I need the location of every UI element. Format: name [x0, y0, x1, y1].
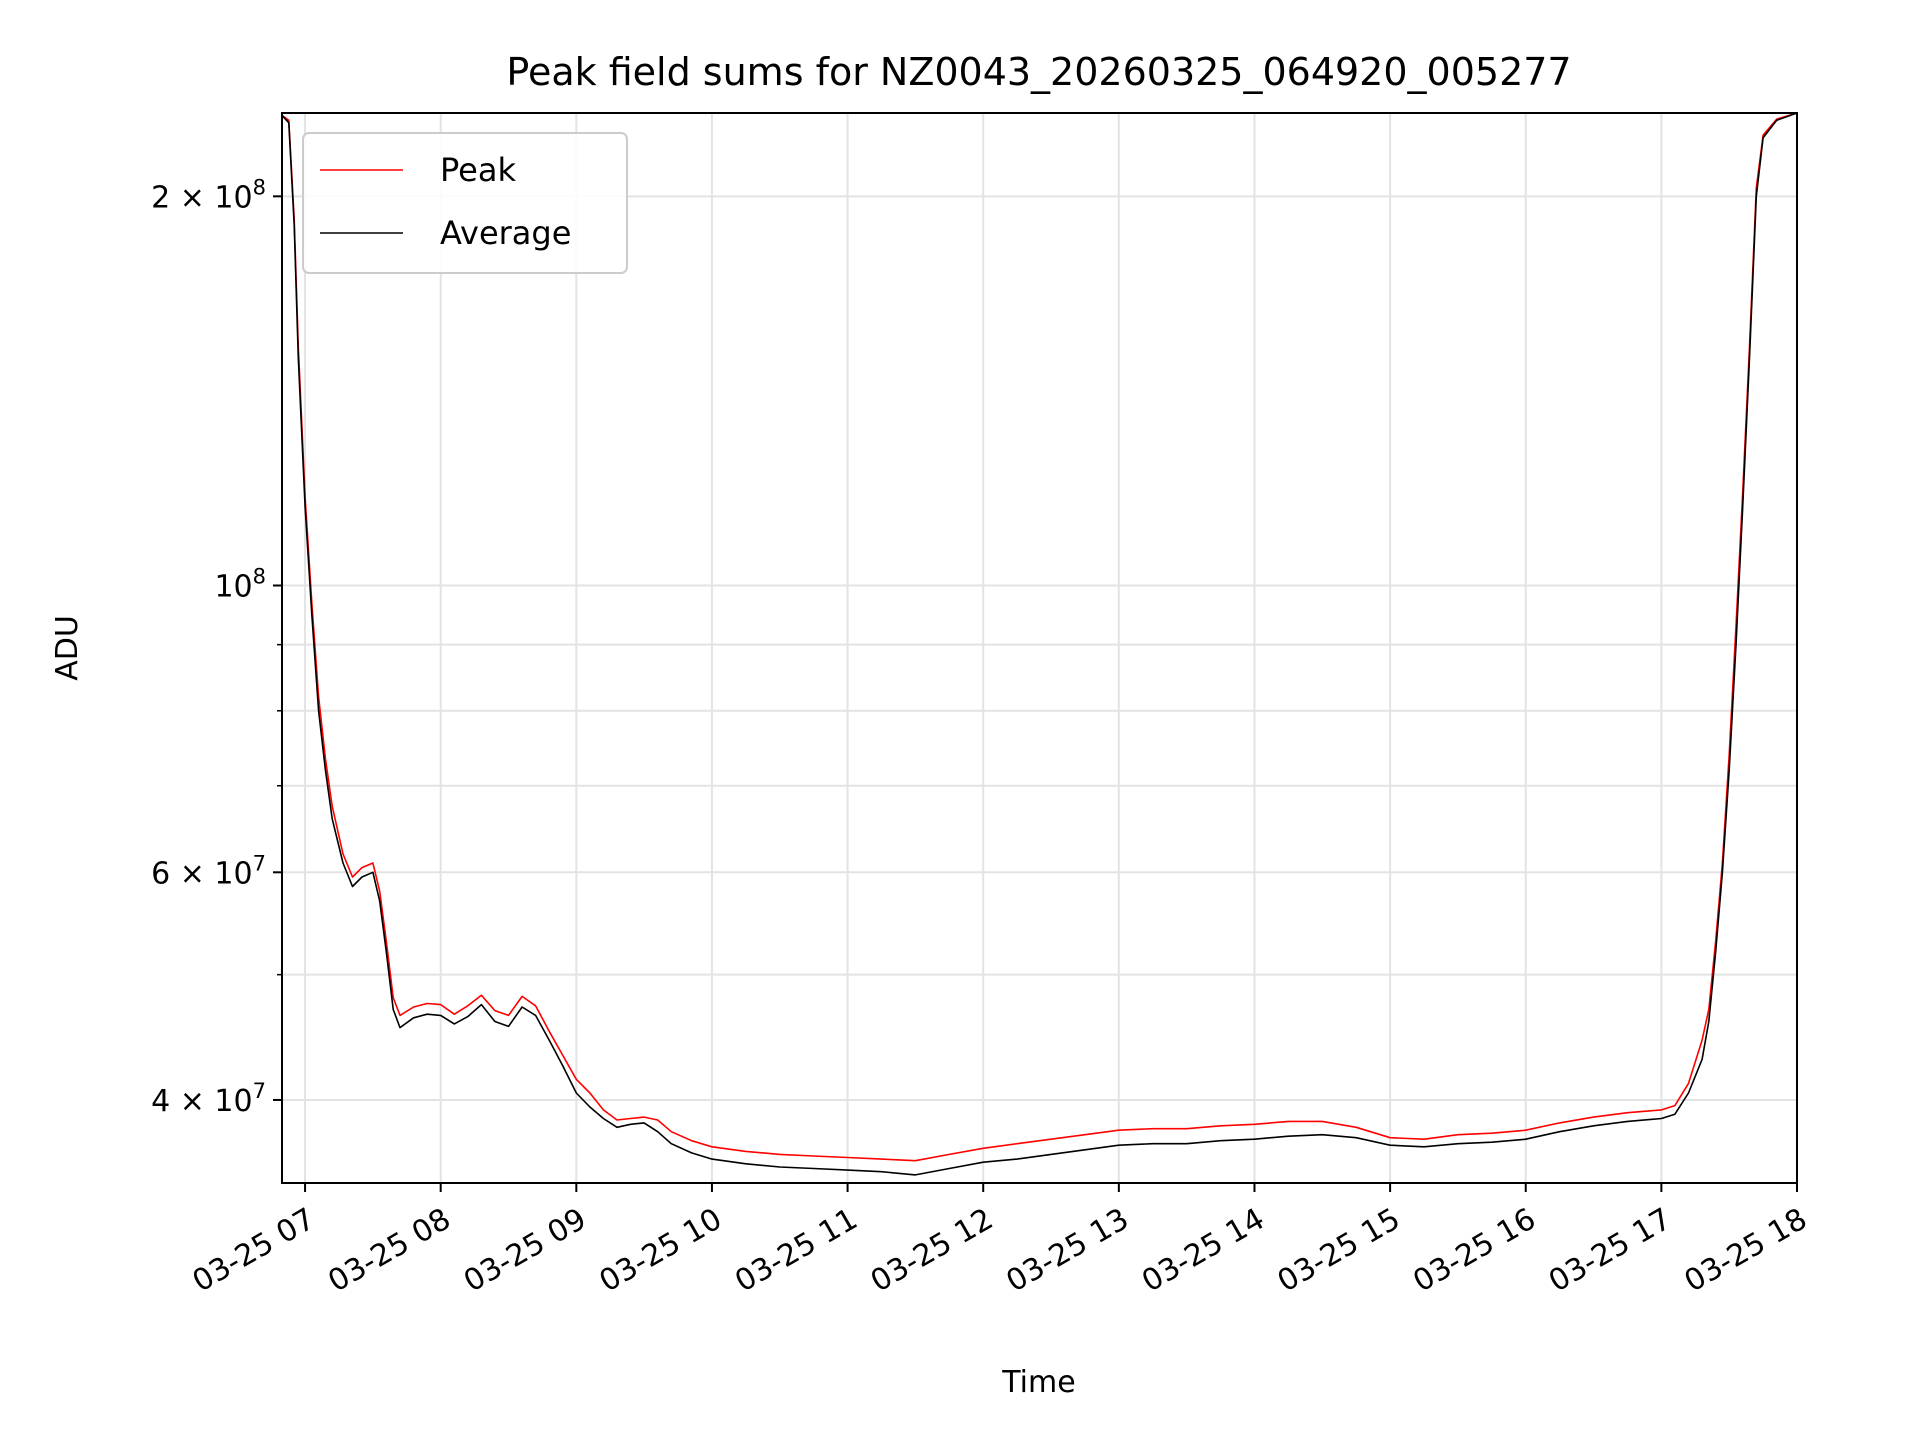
series-line-peak: [281, 112, 1798, 1162]
chart-title: Peak field sums for NZ0043_20260325_0649…: [506, 50, 1571, 94]
legend[interactable]: Peak Average: [302, 132, 628, 274]
series-line-average: [281, 112, 1798, 1176]
y-axis-label: ADU: [50, 615, 85, 681]
legend-label: Peak: [440, 151, 516, 189]
axes-frame: [281, 112, 1798, 1184]
y-axis: 4 × 107 6 × 107 108 2 × 108: [151, 175, 282, 1119]
legend-box: [302, 132, 628, 274]
grid: [282, 113, 1798, 1183]
y-tick-label: 6 × 107: [151, 851, 266, 891]
y-tick-label: 2 × 108: [151, 175, 266, 215]
x-axis-label: Time: [1001, 1365, 1075, 1400]
legend-label: Average: [440, 214, 571, 252]
plot-area: [281, 112, 1798, 1176]
y-tick-label: 108: [214, 564, 266, 604]
y-tick-label: 4 × 107: [151, 1079, 266, 1119]
